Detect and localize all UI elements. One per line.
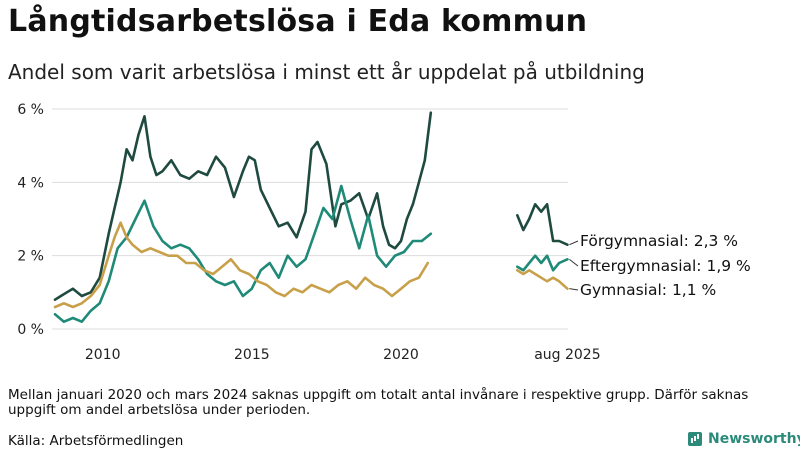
series-end-label: Förgymnasial: 2,3 %	[580, 232, 738, 250]
series-end-label: Eftergymnasial: 1,9 %	[580, 257, 751, 275]
leader-line-forgymnasial	[569, 240, 579, 246]
y-tick-label: 2 %	[17, 249, 44, 265]
series-line-forgymnasial	[516, 203, 569, 246]
x-tick-label: 2010	[85, 347, 121, 363]
leader-line-eftergymnasial	[569, 258, 579, 267]
chart-subtitle: Andel som varit arbetslösa i minst ett å…	[8, 60, 645, 84]
y-tick-label: 4 %	[17, 175, 44, 191]
newsworthy-logo-icon	[688, 432, 702, 446]
series-line-forgymnasial	[53, 111, 433, 301]
y-tick-label: 6 %	[17, 102, 44, 118]
series-line-gymnasial	[516, 269, 569, 290]
series-end-label: Gymnasial: 1,1 %	[580, 281, 716, 299]
y-tick-label: 0 %	[17, 322, 44, 338]
chart-title: Långtidsarbetslösa i Eda kommun	[8, 4, 588, 39]
footnote: Mellan januari 2020 och mars 2024 saknas…	[8, 387, 749, 418]
series-line-gymnasial	[53, 221, 430, 309]
leader-line-gymnasial	[569, 288, 579, 291]
brand-name: Newsworthy	[708, 431, 800, 447]
series-line-eftergymnasial	[516, 254, 569, 272]
x-tick-label: 2020	[383, 347, 419, 363]
source-text: Källa: Arbetsförmedlingen	[8, 433, 184, 449]
brand-logo: Newsworthy	[688, 431, 800, 447]
x-tick-label: 2015	[234, 347, 270, 363]
series-line-eftergymnasial	[53, 184, 433, 323]
x-tick-label: aug 2025	[534, 347, 600, 363]
